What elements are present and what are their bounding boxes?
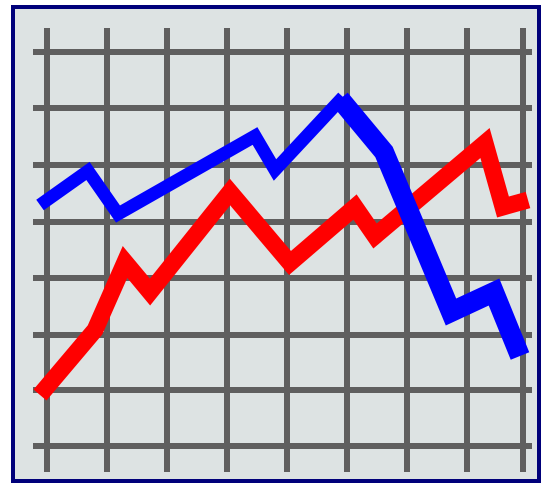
red-line [33, 127, 531, 401]
blue-line [36, 92, 348, 223]
blue-line [332, 92, 530, 360]
